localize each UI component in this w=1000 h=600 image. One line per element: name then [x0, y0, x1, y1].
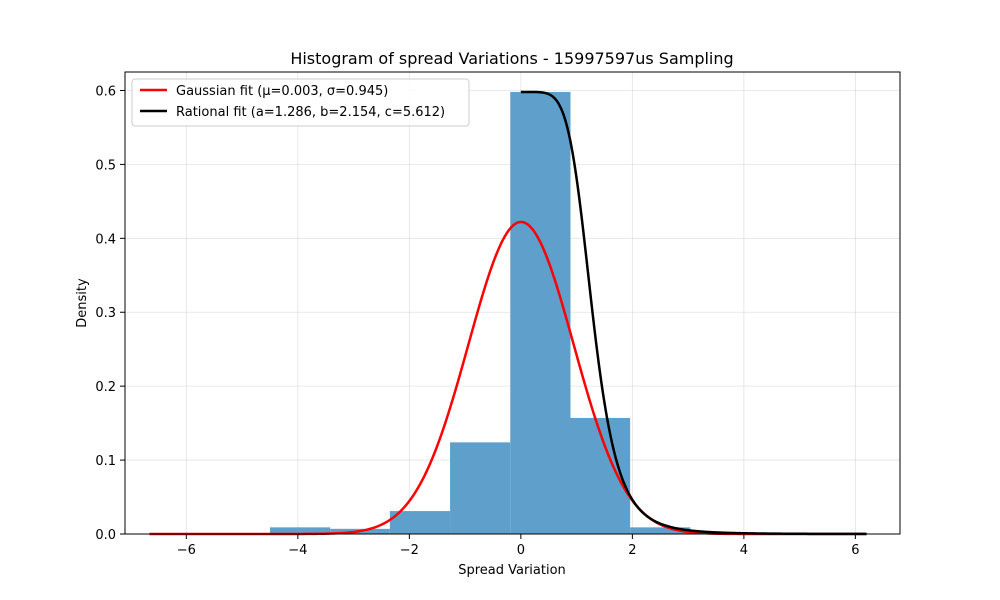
y-tick-label: 0.1	[95, 454, 116, 469]
y-tick-label: 0.3	[95, 306, 116, 321]
y-tick-label: 0.2	[95, 380, 116, 395]
histogram-bar	[450, 442, 511, 534]
legend-label-gaussian: Gaussian fit (μ=0.003, σ=0.945)	[176, 84, 388, 99]
y-axis-label: Density	[75, 278, 90, 328]
x-tick-label: −4	[288, 543, 307, 558]
x-tick-label: 4	[740, 543, 748, 558]
histogram-bar	[510, 91, 571, 534]
x-tick-label: −2	[400, 543, 419, 558]
y-tick-label: 0.5	[95, 158, 116, 173]
x-tick-label: 2	[628, 543, 636, 558]
y-tick-label: 0.0	[95, 528, 116, 543]
histogram-bars	[149, 91, 872, 534]
x-tick-label: 0	[517, 543, 525, 558]
x-axis-label: Spread Variation	[458, 563, 566, 578]
chart-title: Histogram of spread Variations - 1599759…	[290, 49, 733, 68]
histogram-bar	[269, 527, 331, 534]
plot-frame	[124, 71, 901, 535]
y-tick-label: 0.4	[95, 232, 116, 247]
x-tick-label: 6	[851, 543, 859, 558]
x-tick-label: −6	[177, 543, 196, 558]
legend: Gaussian fit (μ=0.003, σ=0.945) Rational…	[131, 78, 470, 127]
legend-label-rational: Rational fit (a=1.286, b=2.154, c=5.612)	[176, 105, 445, 120]
x-axis-ticks: −6 −4 −2 0 2 4 6	[177, 534, 860, 558]
y-tick-label: 0.6	[95, 84, 116, 99]
histogram-bar	[389, 511, 451, 534]
legend-box	[131, 78, 470, 127]
histogram-bar	[630, 527, 691, 534]
y-axis-ticks: 0.0 0.1 0.2 0.3 0.4 0.5 0.6	[95, 84, 125, 543]
